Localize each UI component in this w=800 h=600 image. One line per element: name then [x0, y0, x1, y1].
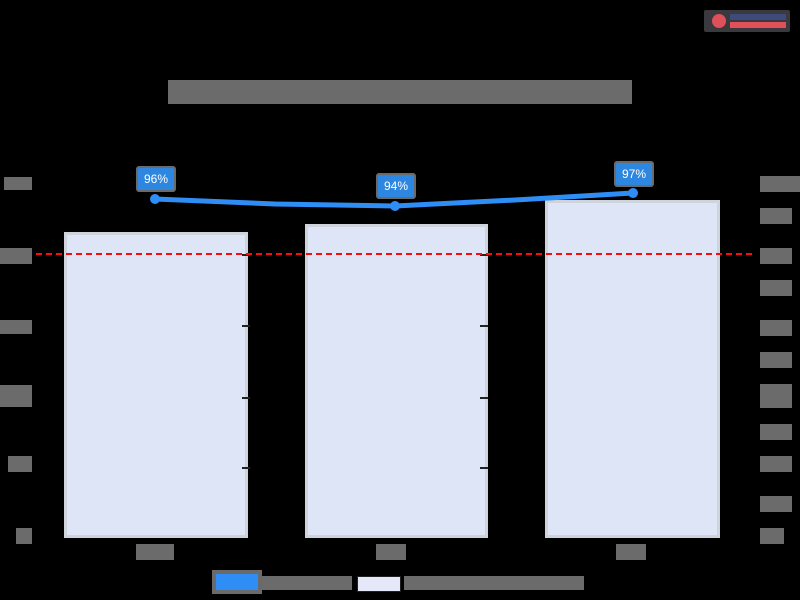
tick — [242, 467, 250, 469]
bar-2 — [305, 224, 488, 538]
bar-3 — [545, 200, 720, 538]
right-axis-label-6 — [760, 352, 792, 368]
left-axis-label-2 — [0, 248, 32, 264]
tick — [242, 397, 250, 399]
tick — [242, 254, 250, 256]
right-axis-label-9 — [760, 456, 792, 472]
legend-swatch-bar[interactable] — [357, 576, 401, 592]
legend-label-line — [262, 576, 352, 590]
chart-title — [168, 80, 632, 104]
logo-text-top — [730, 14, 786, 20]
x-axis-label-2 — [376, 544, 406, 560]
line-point-2 — [390, 201, 400, 211]
data-label-1: 96% — [136, 166, 177, 192]
right-axis-label-3 — [760, 248, 792, 264]
logo-text-bottom — [730, 22, 786, 28]
reference-line — [36, 253, 752, 255]
right-axis-label-4 — [760, 280, 792, 296]
left-axis-label-1 — [4, 177, 32, 190]
tick — [242, 325, 250, 327]
right-axis-label-10 — [760, 496, 792, 512]
logo — [704, 10, 790, 32]
x-axis-label-1 — [136, 544, 174, 560]
legend-swatch-line[interactable] — [212, 570, 262, 594]
tick — [480, 467, 488, 469]
data-label-2: 94% — [376, 173, 417, 199]
data-label-3: 97% — [614, 161, 655, 187]
right-axis-label-11 — [760, 528, 784, 544]
x-axis-label-3 — [616, 544, 646, 560]
left-axis-label-3 — [0, 320, 32, 334]
line-point-3 — [628, 188, 638, 198]
tick — [480, 254, 488, 256]
tick — [480, 397, 488, 399]
right-axis-label-1 — [760, 176, 800, 192]
line-point-1 — [150, 194, 160, 204]
right-axis-label-5 — [760, 320, 792, 336]
legend-label-bar — [404, 576, 584, 590]
left-axis-label-5 — [8, 456, 32, 472]
left-axis-label-4 — [0, 385, 32, 407]
right-axis-label-7 — [760, 384, 792, 408]
logo-mark-icon — [712, 14, 726, 28]
bar-1 — [64, 232, 248, 538]
left-axis-label-6 — [16, 528, 32, 544]
right-axis-label-8 — [760, 424, 792, 440]
right-axis-label-2 — [760, 208, 792, 224]
tick — [480, 325, 488, 327]
